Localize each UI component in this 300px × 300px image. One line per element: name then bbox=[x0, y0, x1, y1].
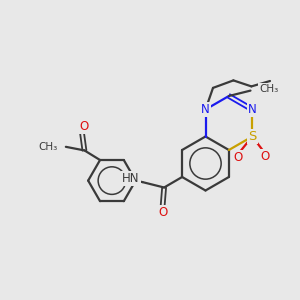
Text: O: O bbox=[80, 120, 89, 133]
Text: N: N bbox=[248, 103, 256, 116]
Text: S: S bbox=[248, 130, 256, 143]
Text: O: O bbox=[260, 150, 270, 164]
Text: O: O bbox=[233, 151, 243, 164]
Text: CH₃: CH₃ bbox=[38, 142, 57, 152]
Text: CH₃: CH₃ bbox=[259, 84, 278, 94]
Text: HN: HN bbox=[122, 172, 140, 185]
Text: O: O bbox=[158, 206, 167, 219]
Text: N: N bbox=[201, 103, 210, 116]
